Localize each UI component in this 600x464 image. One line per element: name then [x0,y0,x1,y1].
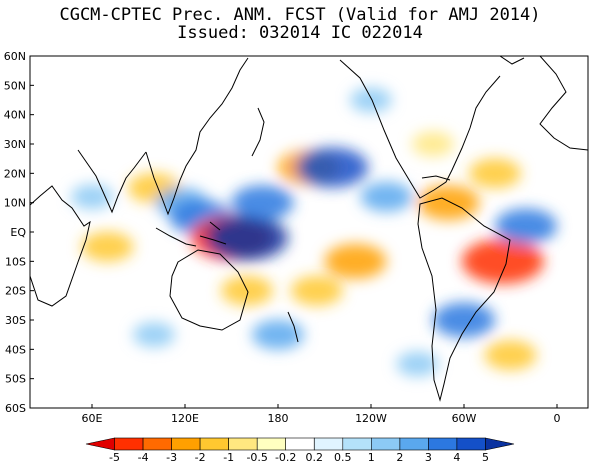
africa-coast [30,185,91,307]
colorbar-swatch [256,437,287,451]
colorbar: -5 -4 -3 -2 -1 -0.5 -0.2 0.2 0.5 1 2 3 4 5 [85,437,515,464]
latitude-label: 50S [5,373,26,386]
longitude-label: 120W [355,412,387,425]
south-america-coast [417,197,511,402]
colorbar-swatch [342,437,372,451]
longitude-label: 180 [268,412,289,425]
anomaly-blob [296,147,369,188]
colorbar-swatch [228,437,258,451]
colorbar-tick-label: -0.5 [246,451,267,464]
colorbar-swatch [85,437,115,451]
anomaly-blob [360,181,413,212]
anomaly-blob [206,215,288,261]
indonesia-coast [155,221,227,247]
latitude-label: 20N [4,167,26,180]
latitude-label: 60S [5,402,26,415]
india-coast [77,149,147,214]
latitude-label: 60N [4,50,26,63]
anomaly-blob [433,302,495,338]
anomaly-blob [133,322,175,348]
anomaly-blob [495,208,557,244]
colorbar-tick-label: 1 [368,451,375,464]
colorbar-swatch [199,437,229,451]
latitude-label: 30S [5,314,26,327]
colorbar-tick-label: -3 [166,451,177,464]
longitude-labels: 60E 120E 180 120W 60W 0 [82,404,561,425]
colorbar-tick-label: -2 [195,451,206,464]
colorbar-swatch [114,437,144,451]
colorbar-tick-label: 0.5 [334,451,352,464]
colorbar-tick-label: 5 [482,451,489,464]
asia-coast [145,57,249,216]
latitude-label: 20S [5,285,26,298]
anomaly-blob [469,158,521,189]
europe-coast [539,56,588,151]
japan-coast [251,107,265,157]
anomaly-blob [412,131,454,157]
latitude-label: 50N [4,79,26,92]
latitude-label: EQ [10,226,26,239]
colorbar-tick-label: -1 [223,451,234,464]
colorbar-swatch [428,437,458,451]
anomaly-blob [290,275,343,306]
longitude-label: 60E [82,412,103,425]
colorbar-tick-label: 3 [425,451,432,464]
latitude-label: 40S [5,343,26,356]
colorbar-tick-label: -0.2 [275,451,296,464]
longitude-label: 0 [554,412,561,425]
colorbar-tick-label: -4 [138,451,149,464]
anomaly-blob [231,185,294,221]
colorbar-swatch [142,437,172,451]
colorbar-tick-label: 4 [453,451,460,464]
colorbar-swatch [171,437,201,451]
anomaly-blob [324,243,387,279]
colorbar-tick-label: 2 [396,451,403,464]
longitude-label: 60W [452,412,477,425]
latitude-labels: 60N 50N 40N 30N 20N 10N EQ 10S 20S 30S 40S 50S 60S [4,50,34,415]
greenland-coast [499,56,525,65]
anomaly-blob [396,351,439,377]
map-subtitle: Issued: 032014 IC 022014 [177,23,423,43]
colorbar-swatch [456,437,486,451]
colorbar-swatch [485,437,515,451]
new-zealand-coast [287,311,299,343]
caribbean-coast [421,175,451,181]
coastlines [30,56,588,402]
colorbar-swatch [285,437,315,451]
colorbar-swatch [313,437,344,451]
anomaly-blob [484,340,537,371]
anomaly-blob [461,238,544,284]
latitude-label: 40N [4,109,26,122]
map-title: CGCM-CPTEC Prec. ANM. FCST (Valid for AM… [59,5,541,25]
anomaly-blob [81,231,134,262]
latitude-label: 10S [5,255,26,268]
colorbar-tick-label: -5 [109,451,120,464]
latitude-label: 10N [4,197,26,210]
anomaly-blob [252,319,304,350]
longitude-label: 120E [171,412,199,425]
north-america-coast [339,59,501,199]
colorbar-tick-label: 0.2 [306,451,324,464]
anomaly-blob [417,185,480,221]
anomaly-blob [350,87,392,113]
colorbar-swatch [399,437,429,451]
colorbar-swatch [370,437,401,451]
australia-coast [169,249,249,331]
anomaly-blob [71,184,113,210]
latitude-label: 30N [4,138,26,151]
